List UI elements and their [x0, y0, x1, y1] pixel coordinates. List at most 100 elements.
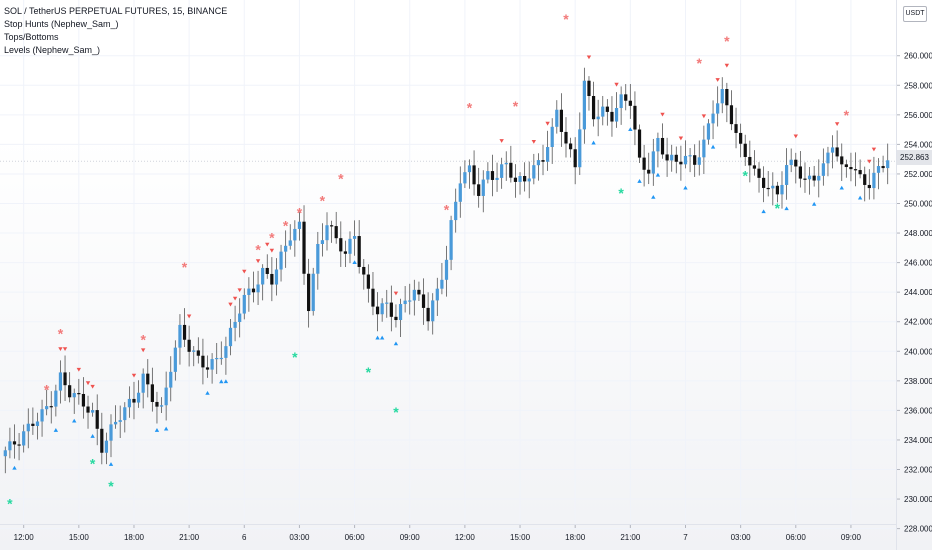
indicator-levels[interactable]: Levels (Nephew_Sam_) [4, 45, 101, 55]
time-axis[interactable]: 12:00 15:00 18:00 21:00 6 03:00 06:00 09:00 12:0… [14, 524, 862, 542]
candle-body [58, 372, 63, 391]
top-asterisk-marker: * [513, 98, 519, 114]
candle-body [35, 421, 40, 426]
candle-body [173, 347, 177, 372]
top-asterisk-marker: * [182, 259, 188, 275]
candle-body [224, 346, 228, 358]
price-axis[interactable]: 228.000 230.000 232.000 234.000 236.000 238.0… [896, 52, 932, 534]
candle-body [454, 201, 458, 221]
candle-body [86, 406, 90, 413]
candle-body [297, 221, 302, 229]
candle-body [546, 147, 550, 162]
stop-hunt-down-triangle [678, 136, 684, 141]
candle-body [582, 80, 586, 130]
candle-body [472, 165, 476, 185]
stop-hunt-up-triangle [857, 195, 863, 200]
candle-body [573, 149, 577, 168]
last-price-badge: 252.863 [897, 150, 932, 165]
candle-body [752, 165, 757, 169]
stop-hunt-down-triangle [58, 347, 63, 352]
candle-body [794, 159, 798, 167]
candle-body [697, 157, 701, 165]
candle-body [118, 420, 122, 422]
stop-hunt-up-triangle [710, 144, 716, 149]
candle-body [159, 405, 164, 407]
candle-body [164, 387, 168, 406]
candle-body [807, 175, 812, 180]
candle-body [201, 355, 205, 368]
candle-body [780, 184, 784, 195]
x-tick-label: 12:00 [455, 533, 476, 542]
y-tick-label: 244.000 [904, 288, 932, 297]
candle-body [826, 152, 830, 164]
y-tick-label: 230.000 [904, 495, 932, 504]
candle-body [256, 284, 260, 293]
candle-body [288, 240, 292, 246]
candle-body [17, 444, 21, 446]
candle-body [394, 316, 398, 321]
candle-body [210, 359, 214, 370]
candle-body [417, 289, 421, 295]
candle-body [270, 273, 274, 285]
candle-body [371, 288, 375, 307]
candle-body [775, 185, 780, 195]
bottom-asterisk-marker: * [775, 200, 781, 216]
x-tick-label: 21:00 [620, 533, 641, 542]
candle-body [601, 106, 605, 117]
candle-body [532, 165, 536, 179]
candle-body [440, 279, 444, 289]
candle-body [302, 221, 306, 274]
bottom-asterisk-marker: * [366, 364, 372, 380]
stop-hunt-down-triangle [545, 121, 550, 126]
y-tick-label: 242.000 [904, 318, 932, 327]
candle-body [555, 109, 559, 127]
candle-body [881, 166, 885, 169]
candle-body [518, 175, 522, 182]
candle-body [219, 357, 223, 360]
candle-body [238, 313, 242, 322]
candle-body [610, 111, 614, 122]
candle-body [325, 225, 329, 241]
candle-body [729, 105, 734, 125]
y-tick-label: 232.000 [904, 466, 932, 475]
stop-hunt-down-triangle [531, 139, 537, 144]
stop-hunt-up-triangle [637, 179, 642, 183]
candle-body [421, 294, 426, 308]
candle-body [578, 129, 582, 168]
stop-hunt-down-triangle [269, 248, 275, 253]
candle-body [136, 392, 141, 403]
candle-body [284, 245, 288, 252]
x-tick-label: 06:00 [786, 533, 807, 542]
y-tick-label: 250.000 [904, 200, 932, 209]
stop-hunt-down-triangle [232, 296, 238, 301]
candle-body [844, 164, 848, 168]
candle-body [527, 178, 531, 182]
x-tick-label: 15:00 [510, 533, 531, 542]
symbol-title[interactable]: SOL / TetherUS PERPETUAL FUTURES, 15, BI… [4, 6, 228, 16]
stop-hunt-up-triangle [628, 127, 633, 132]
candle-body [72, 393, 76, 398]
candle-body [642, 157, 646, 170]
stop-hunt-up-triangle [223, 379, 229, 384]
indicator-tops-bottoms[interactable]: Tops/Bottoms [4, 32, 59, 42]
candle-body [513, 177, 518, 182]
candle-body [68, 385, 72, 398]
candle-body [674, 154, 678, 162]
indicator-stop-hunts[interactable]: Stop Hunts (Nephew_Sam_) [4, 19, 119, 29]
y-tick-label: 252.000 [904, 170, 932, 179]
candle-body [12, 441, 17, 445]
candle-body [77, 393, 81, 395]
currency-badge[interactable]: USDT [903, 6, 927, 22]
x-tick-label: 12:00 [14, 533, 35, 542]
time-axis-border [0, 524, 896, 525]
y-tick-label: 234.000 [904, 436, 932, 445]
candle-body [637, 129, 642, 158]
candle-body [334, 226, 338, 239]
candle-body [500, 164, 504, 178]
candle-body [113, 421, 118, 425]
stop-hunt-down-triangle [85, 381, 91, 386]
candle-body [141, 373, 145, 393]
y-tick-label: 240.000 [904, 347, 932, 356]
